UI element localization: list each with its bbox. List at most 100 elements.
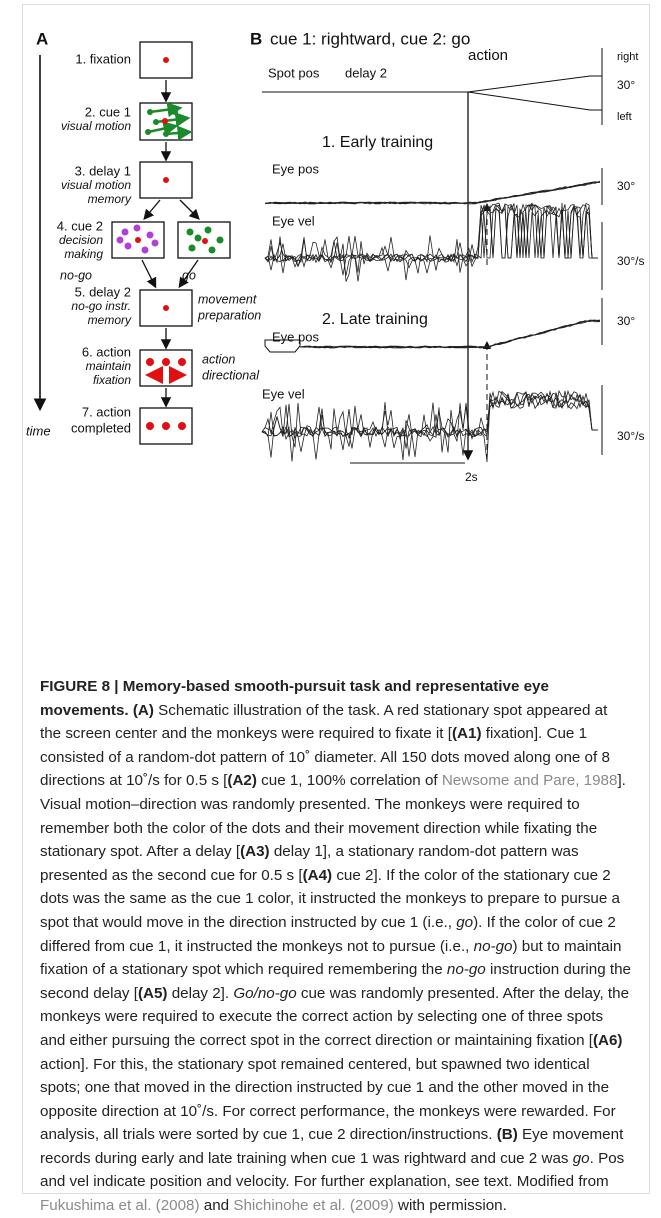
trace [264, 182, 601, 205]
panel-letter: B [250, 29, 262, 48]
step-note: fixation [93, 373, 131, 387]
side-note: go [182, 268, 196, 282]
trace [299, 319, 601, 349]
step-note: visual motion [61, 119, 131, 133]
trace [264, 202, 598, 282]
trace [264, 181, 601, 205]
caption-run: (B) [496, 1126, 518, 1144]
caption-run: ]. Visual motion–direction was randomly … [40, 772, 626, 861]
step-title: 4. cue 2 [57, 218, 103, 233]
caption-run: cue 2]. If the color of the stationary c… [40, 866, 620, 931]
panel-letter: A [36, 29, 48, 48]
trace-label: 1. Early training [322, 134, 433, 151]
trace [264, 203, 598, 276]
caption-run: no-go [446, 961, 486, 979]
trace [264, 180, 601, 205]
trace-label: Eye pos [272, 161, 319, 176]
caption-run: (A2) [227, 772, 257, 790]
side-note: directional [202, 368, 260, 382]
caption-run: ). If the color of cue 2 differed from c… [40, 913, 616, 955]
step-title: 6. action [82, 344, 131, 359]
step-title: 2. cue 1 [85, 104, 131, 119]
caption-run: (A3) [240, 843, 270, 861]
trace-label: 30°/s [617, 429, 644, 443]
frame [22, 4, 650, 1194]
step-title: 5. delay 2 [75, 284, 131, 299]
trace [261, 390, 598, 458]
trace [264, 181, 601, 205]
caption-run: Schematic illustration of the task. A re… [40, 701, 608, 743]
trace-label: left [617, 111, 632, 123]
trace [261, 389, 598, 460]
caption-run: delay 2]. [167, 984, 234, 1002]
panel-b-frame [262, 48, 603, 464]
box-dots [116, 57, 224, 430]
caption-run: . Pos and vel indicate position and velo… [40, 1149, 625, 1191]
step-title: 7. action [82, 404, 131, 419]
trace-label: Eye vel [272, 213, 315, 228]
trace-label: 30° [617, 314, 635, 328]
caption-run: action]. For this, the stationary spot r… [40, 1055, 616, 1144]
caption-run: (A) [132, 701, 154, 719]
trace-label: 30° [617, 78, 635, 92]
caption-run: Eye movement records during early and la… [40, 1126, 624, 1167]
caption-run: (A4) [302, 866, 333, 884]
panel-a-shapes [33, 41, 231, 445]
caption-run: no-go [473, 937, 513, 955]
caption-run: fixation]. Cue 1 consisted of a random-d… [40, 725, 610, 790]
trace-label: 2. Late training [322, 311, 428, 328]
step-note: visual motion [61, 178, 131, 192]
step-note: no-go instr. [71, 299, 131, 313]
caption-run: instruction during the second delay [ [40, 961, 631, 1002]
caption: FIGURE 8 | Memory-based smooth-pursuit t… [40, 675, 632, 1218]
caption-run: Go/no-go [233, 984, 297, 1002]
trace-label: 30°/s [617, 254, 644, 268]
caption-run: delay 1], a stationary random-dot patter… [40, 843, 579, 884]
step-note: maintain [86, 359, 132, 373]
caption-run: and [199, 1197, 234, 1215]
trace-label: action [468, 47, 508, 64]
trace-label: 30° [617, 179, 635, 193]
caption-run: ) but to maintain fixation of a stationa… [40, 937, 622, 979]
trace-label: 2s [465, 470, 478, 484]
caption-run: go [456, 913, 474, 931]
step-title: 3. delay 1 [75, 163, 131, 178]
trace [299, 320, 601, 349]
trace [264, 202, 598, 282]
step-note: memory [88, 313, 132, 327]
caption-run[interactable]: Newsome and Pare, 1988 [441, 772, 618, 790]
trace [264, 181, 601, 205]
step-title: completed [71, 420, 131, 435]
trace-label: Eye pos [272, 329, 319, 344]
caption-run[interactable]: Fukushima et al. (2008) [40, 1197, 200, 1215]
time-label: time [26, 423, 51, 438]
step-title: 1. fixation [75, 51, 131, 66]
step-note: making [64, 247, 103, 261]
caption-run: with permission. [393, 1197, 507, 1215]
step-note: decision [59, 233, 103, 247]
eye-traces [261, 180, 601, 463]
caption-run: go [572, 1149, 590, 1167]
trace-label: Spot pos [268, 65, 320, 80]
side-note: action [202, 352, 235, 366]
caption-run: (A6) [592, 1031, 623, 1049]
trace [261, 390, 598, 461]
panel-title: cue 1: rightward, cue 2: go [270, 29, 470, 48]
side-note: preparation [197, 308, 261, 322]
caption-run: (A5) [137, 984, 168, 1002]
trace [261, 390, 598, 463]
caption-run: (A1) [451, 725, 482, 743]
step-note: memory [88, 192, 132, 206]
trace-label: right [617, 51, 638, 63]
trace [264, 202, 598, 272]
caption-run: cue 1, 100% correlation of [256, 772, 442, 790]
side-note: no-go [60, 268, 92, 282]
trace-label: Eye vel [262, 386, 305, 401]
caption-run[interactable]: Shichinohe et al. (2009) [233, 1197, 394, 1215]
side-note: movement [198, 292, 257, 306]
trace-label: delay 2 [345, 65, 387, 80]
caption-run: cue was randomly presented. After the de… [40, 984, 630, 1049]
caption-run: FIGURE 8 | Memory-based smooth-pursuit t… [40, 678, 549, 719]
